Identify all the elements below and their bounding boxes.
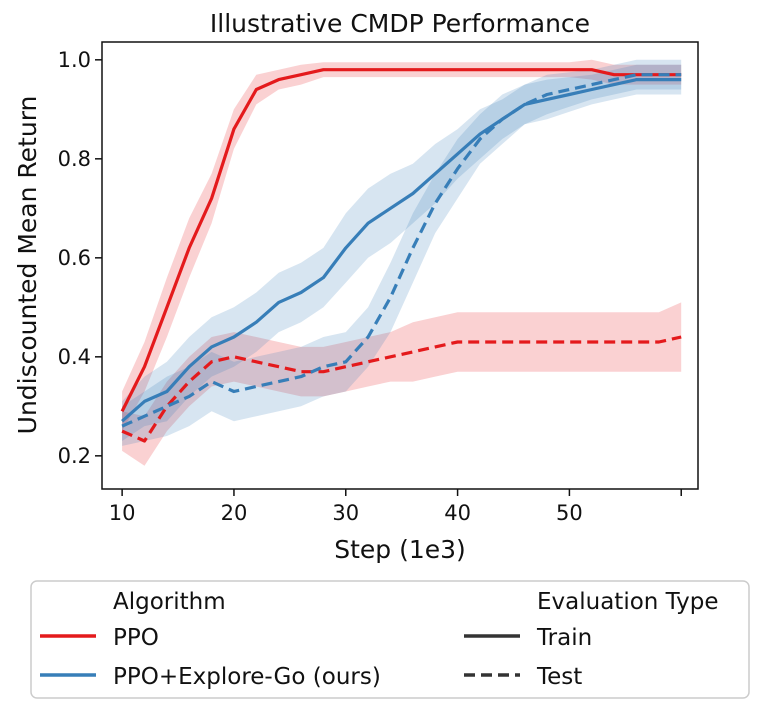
y-tick-label: 0.2 xyxy=(58,444,91,468)
line-ppo-train xyxy=(120,68,682,413)
y-tick-label: 0.4 xyxy=(58,345,91,369)
band-ppo-explore-go-ours-train xyxy=(122,64,682,442)
chart-title: Illustrative CMDP Performance xyxy=(210,9,590,38)
plot-frame xyxy=(101,41,699,490)
legend-test-label: Test xyxy=(536,664,582,690)
x-tick-label: 40 xyxy=(444,501,471,525)
y-tick-label: 1.0 xyxy=(58,48,91,72)
line-ppo-explore-go-ours-test xyxy=(121,73,682,428)
line-ppo-explore-go-ours-train xyxy=(121,77,682,423)
legend-explore-go-label: PPO+Explore-Go (ours) xyxy=(113,664,381,690)
legend-train-label: Train xyxy=(536,625,592,651)
legend-ppo-label: PPO xyxy=(113,625,159,651)
band-ppo-explore-go-ours-test xyxy=(122,59,682,446)
legend-frame xyxy=(30,580,750,699)
y-axis-label: Undiscounted Mean Return xyxy=(13,96,42,435)
x-tick-label: 50 xyxy=(556,501,583,525)
y-tick-label: 0.8 xyxy=(58,147,91,171)
x-axis-ticks: 10 20 30 40 50 xyxy=(109,489,682,525)
y-axis-ticks: 0.2 0.4 0.6 0.8 1.0 xyxy=(58,48,102,468)
x-axis-label: Step (1e3) xyxy=(334,535,466,564)
legend-algorithm-header: Algorithm xyxy=(113,589,226,615)
x-tick-label: 30 xyxy=(332,501,359,525)
legend-evaluation-header: Evaluation Type xyxy=(537,589,719,615)
legend: Algorithm Evaluation Type PPO PPO+Explor… xyxy=(30,580,750,699)
x-tick-label: 10 xyxy=(109,501,136,525)
x-tick-label: 20 xyxy=(221,501,248,525)
confidence-bands xyxy=(122,59,682,466)
series-lines xyxy=(120,68,682,443)
y-tick-label: 0.6 xyxy=(58,246,91,270)
line-ppo-test xyxy=(121,335,682,443)
